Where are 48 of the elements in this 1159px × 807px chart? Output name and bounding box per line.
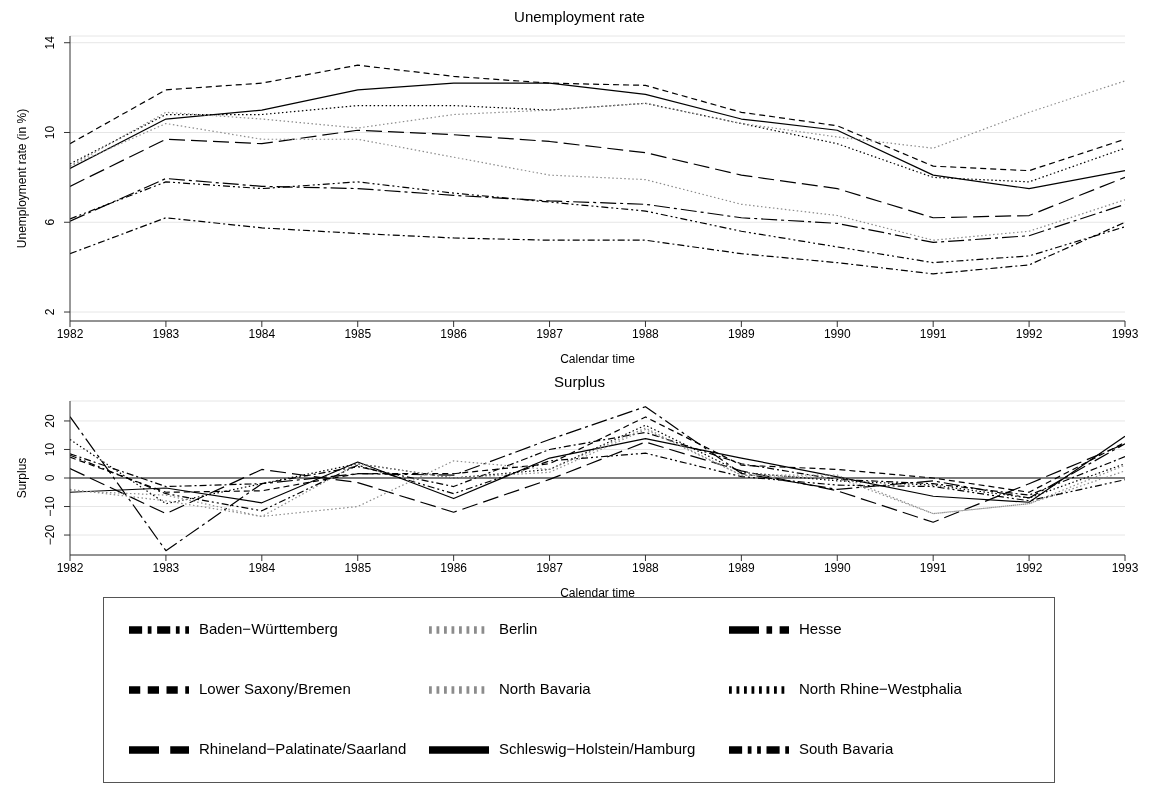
legend-label: Baden−Württemberg [199,619,338,637]
chart-title: Unemployment rate [513,8,646,27]
x-tick-label: 1984 [248,326,276,341]
x-tick-label: 1982 [56,560,84,575]
y-tick-label: −20 [43,524,57,546]
x-tick-label: 1983 [152,326,180,341]
legend-label: South Bavaria [799,739,894,757]
y-tick-label: 10 [43,442,57,457]
legend-label: North Bavaria [499,679,591,697]
x-tick-label: 1990 [823,560,851,575]
x-tick-label: 1993 [1111,560,1139,575]
x-tick-label: 1991 [919,560,947,575]
legend-label: Schleswig−Holstein/Hamburg [499,739,696,757]
chart-title: Surplus [553,373,606,392]
y-tick-label: 6 [43,218,57,226]
x-tick-label: 1990 [823,326,851,341]
x-tick-label: 1992 [1015,326,1043,341]
x-tick-label: 1989 [728,560,756,575]
y-tick-label: −10 [43,496,57,517]
x-axis-title: Calendar time [560,352,636,366]
x-tick-label: 1986 [440,326,468,341]
y-tick-label: 20 [43,413,57,428]
y-axis-title: Surplus [15,457,30,499]
x-tick-label: 1983 [152,560,180,575]
x-tick-label: 1982 [56,326,84,341]
legend-label: North Rhine−Westphalia [799,679,962,697]
x-axis-title: Calendar time [560,586,636,600]
x-tick-label: 1985 [344,326,372,341]
x-tick-label: 1991 [919,326,947,341]
legend-label: Lower Saxony/Bremen [199,679,351,697]
legend-label: Rhineland−Palatinate/Saarland [199,739,407,757]
x-tick-label: 1993 [1111,326,1139,341]
y-tick-label: 2 [43,308,57,316]
x-tick-label: 1984 [248,560,276,575]
x-tick-label: 1987 [536,560,564,575]
x-tick-label: 1992 [1015,560,1043,575]
y-tick-label: 14 [43,35,57,50]
legend-label: Berlin [499,619,538,637]
x-tick-label: 1988 [632,560,660,575]
x-tick-label: 1989 [728,326,756,341]
x-tick-label: 1987 [536,326,564,341]
y-tick-label: 0 [43,474,57,482]
legend-label: Hesse [799,619,842,637]
x-tick-label: 1986 [440,560,468,575]
x-tick-label: 1985 [344,560,372,575]
y-axis-title: Unemployment rate (in %) [15,108,30,249]
y-tick-label: 10 [43,125,57,140]
x-tick-label: 1988 [632,326,660,341]
